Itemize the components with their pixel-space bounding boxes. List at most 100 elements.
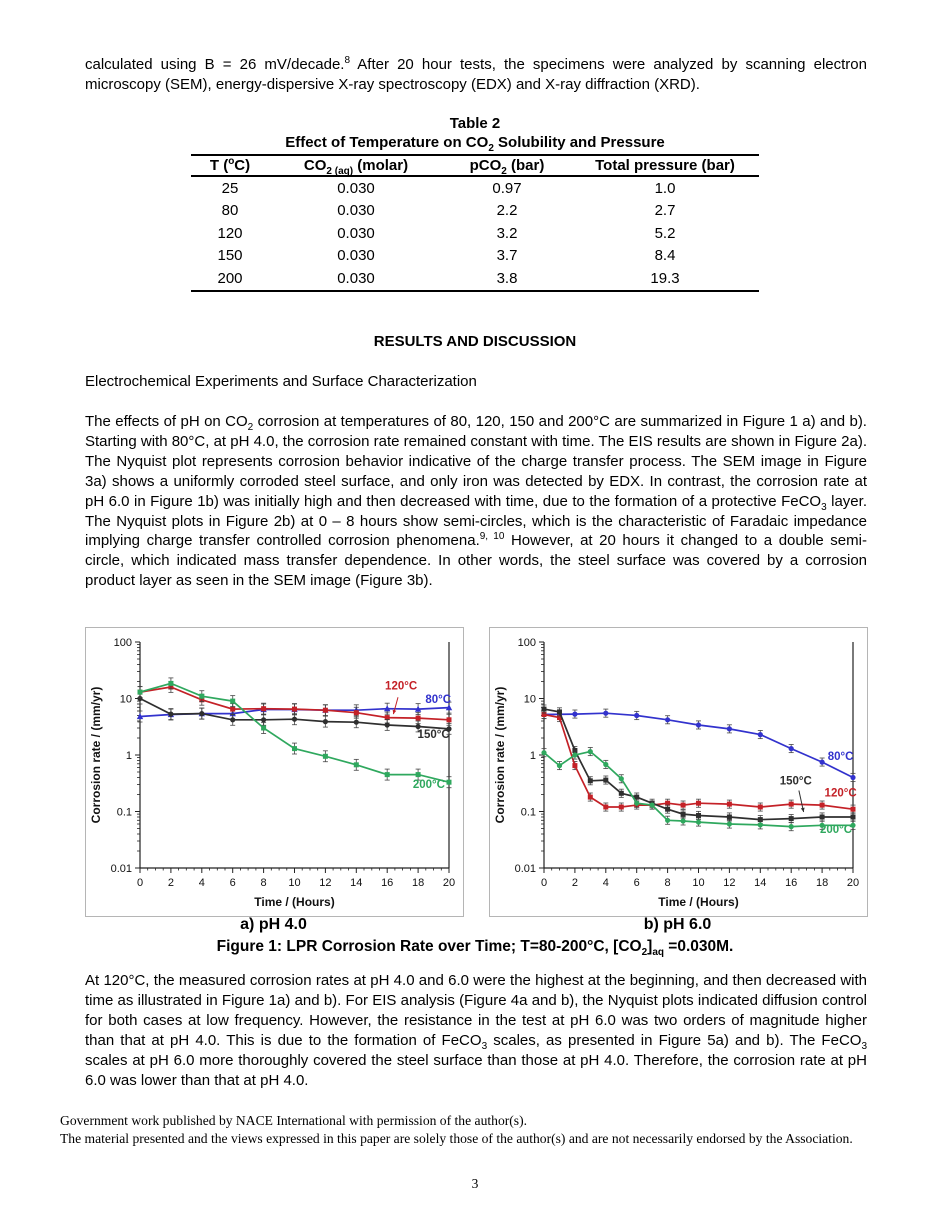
- svg-text:10: 10: [288, 877, 300, 889]
- table-cell: 150: [217, 247, 243, 265]
- table-row: 25 0.030 0.97 1.0: [191, 176, 759, 200]
- page-number: 3: [471, 1176, 479, 1191]
- table-cell: 0.030: [337, 179, 375, 197]
- chart-annotation: 120°C: [825, 787, 857, 799]
- footer-line-1: Government work published by NACE Intern…: [60, 1113, 528, 1128]
- table-2: Table 2 Effect of Temperature on CO2 Sol…: [0, 114, 950, 292]
- table-header-row: T (oC) CO2 (aq) (molar) pCO2 (bar) Total pr…: [191, 155, 759, 177]
- table-cell: 3.2: [496, 224, 518, 242]
- footer-disclaimer: Government work published by NACE Intern…: [60, 1112, 900, 1148]
- results-heading: RESULTS AND DISCUSSION: [373, 333, 577, 350]
- table-cell: 2.7: [654, 202, 676, 220]
- figure-1b-plot: 100 10 1 0.1 0.01 0 2 4 6 8 10 12 14 16 18 20 Time / (Ho…: [493, 637, 859, 909]
- table-body: 25 0.030 0.97 1.0 80 0.030 2.2 2.7 120 0.030 3.2 5.…: [191, 176, 759, 292]
- svg-text:10: 10: [120, 694, 132, 706]
- svg-text:16: 16: [785, 877, 797, 889]
- table-cell: 1.0: [654, 179, 676, 197]
- table-row: 150 0.030 3.7 8.4: [191, 245, 759, 268]
- table-cell: 0.97: [492, 179, 522, 197]
- table-header-cell: pCO2 (bar): [469, 157, 545, 177]
- svg-text:8: 8: [261, 877, 267, 889]
- table-cell: 0.030: [337, 224, 375, 242]
- table-cell: 0.030: [337, 247, 375, 265]
- series-line: [543, 750, 853, 828]
- svg-text:6: 6: [634, 877, 640, 889]
- svg-text:100: 100: [114, 637, 132, 649]
- svg-text:18: 18: [412, 877, 424, 889]
- svg-text:0.1: 0.1: [117, 807, 132, 819]
- svg-text:8: 8: [665, 877, 671, 889]
- table-row: 120 0.030 3.2 5.2: [191, 222, 759, 245]
- table-header-cell: T (oC): [209, 156, 251, 175]
- chart-annotation: 150°C: [418, 729, 450, 741]
- svg-text:10: 10: [524, 694, 536, 706]
- figure-1b-caption: b) pH 6.0: [643, 916, 712, 933]
- chart-annotation: 200°C: [820, 824, 852, 836]
- svg-text:12: 12: [319, 877, 331, 889]
- svg-text:6: 6: [230, 877, 236, 889]
- svg-text:0.1: 0.1: [521, 807, 536, 819]
- table-row: 80 0.030 2.2 2.7: [191, 200, 759, 223]
- footer-line-2: The material presented and the views exp…: [60, 1131, 853, 1146]
- table-cell: 80: [221, 202, 239, 220]
- chart-annotation: 120°C: [385, 680, 417, 692]
- table-cell: 0.030: [269, 267, 443, 292]
- series-line: [543, 708, 853, 821]
- chart-annotation: 150°C: [780, 776, 812, 788]
- table-cell: 120: [217, 224, 243, 242]
- paragraph-results-1: The effects of pH on CO2 corrosion at te…: [85, 413, 867, 590]
- series-line: [543, 713, 854, 811]
- svg-text:100: 100: [518, 637, 536, 649]
- svg-text:0.01: 0.01: [515, 863, 536, 875]
- svg-text:18: 18: [816, 877, 828, 889]
- svg-text:12: 12: [723, 877, 735, 889]
- table-cell: 200: [191, 267, 269, 292]
- svg-text:0: 0: [541, 877, 547, 889]
- table-cell: 5.2: [654, 224, 676, 242]
- y-axis-label: Corrosion rate / (mm/yr): [89, 687, 103, 824]
- chart-annotation: 80°C: [828, 751, 854, 763]
- svg-text:4: 4: [603, 877, 609, 889]
- table-subtitle: Effect of Temperature on CO2 Solubility …: [285, 134, 665, 154]
- paragraph-methods: calculated using B = 26 mV/decade.8 Afte…: [85, 55, 867, 93]
- table-title: Table 2: [449, 115, 501, 132]
- svg-text:16: 16: [381, 877, 393, 889]
- figure-1a-chart: 100 10 1 0.1 0.01 0 2 4 6 8 10 12 14 16 18 20 Time / (Ho…: [85, 627, 464, 917]
- svg-text:20: 20: [443, 877, 455, 889]
- paragraph-results-2: At 120°C, the measured corrosion rates a…: [85, 972, 868, 1089]
- table-header-cell: CO2 (aq) (molar): [303, 157, 409, 177]
- svg-text:4: 4: [199, 877, 205, 889]
- subsection-heading: Electrochemical Experiments and Surface …: [85, 373, 477, 390]
- y-axis-label: Corrosion rate / (mm/yr): [493, 687, 507, 824]
- svg-text:0.01: 0.01: [111, 863, 132, 875]
- figure-1a-caption: a) pH 4.0: [240, 916, 307, 933]
- svg-text:1: 1: [126, 750, 132, 762]
- solubility-table: T (oC) CO2 (aq) (molar) pCO2 (bar) Total pr…: [191, 154, 759, 292]
- series-line: [139, 682, 450, 784]
- table-cell: 3.7: [496, 247, 518, 265]
- svg-text:2: 2: [168, 877, 174, 889]
- table-cell: 19.3: [571, 267, 759, 292]
- table-row: 200 0.030 3.8 19.3: [191, 267, 759, 292]
- table-cell: 25: [221, 179, 239, 197]
- x-axis-label: Time / (Hours): [658, 895, 738, 909]
- svg-text:20: 20: [847, 877, 859, 889]
- table-cell: 2.2: [496, 202, 518, 220]
- table-cell: 0.030: [337, 202, 375, 220]
- table-header-cell: Total pressure (bar): [595, 157, 735, 174]
- svg-text:1: 1: [530, 750, 536, 762]
- figure-1a-plot: 100 10 1 0.1 0.01 0 2 4 6 8 10 12 14 16 18 20 Time / (Ho…: [89, 637, 455, 909]
- figure-1-caption: Figure 1: LPR Corrosion Rate over Time; …: [216, 938, 734, 959]
- svg-text:10: 10: [692, 877, 704, 889]
- svg-text:14: 14: [754, 877, 766, 889]
- svg-text:0: 0: [137, 877, 143, 889]
- svg-text:14: 14: [350, 877, 362, 889]
- chart-annotation: 200°C: [413, 779, 445, 791]
- table-cell: 3.8: [443, 267, 571, 292]
- svg-text:2: 2: [572, 877, 578, 889]
- table-cell: 8.4: [654, 247, 676, 265]
- figure-1b-chart: 100 10 1 0.1 0.01 0 2 4 6 8 10 12 14 16 18 20 Time / (Ho…: [489, 627, 868, 917]
- chart-annotation: 80°C: [425, 694, 451, 706]
- x-axis-label: Time / (Hours): [254, 895, 334, 909]
